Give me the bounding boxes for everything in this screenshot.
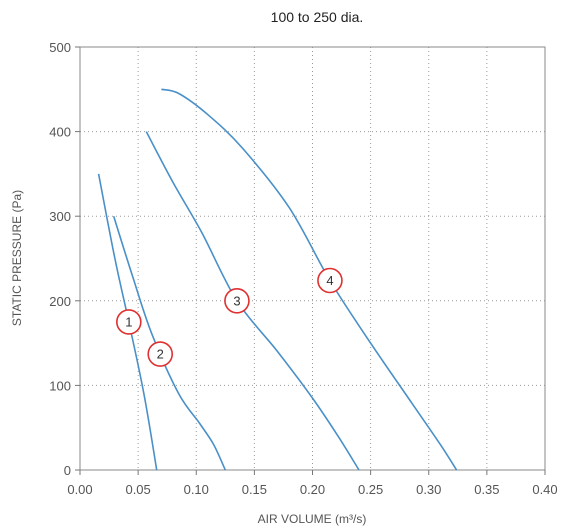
- x-tick-label: 0.15: [242, 482, 267, 497]
- x-tick-label: 0.40: [532, 482, 557, 497]
- x-tick-label: 0.00: [67, 482, 92, 497]
- curve-number-label: 2: [157, 347, 164, 362]
- chart-title: 100 to 250 dia.: [271, 9, 364, 25]
- series: 1 2 3 4: [97, 88, 458, 471]
- curve-number-label: 1: [125, 314, 132, 329]
- x-tick-label: 0.35: [474, 482, 499, 497]
- y-tick-label: 300: [49, 209, 71, 224]
- curve-line: [112, 215, 227, 471]
- curve-marker: [317, 267, 343, 294]
- y-tick-label: 400: [49, 125, 71, 140]
- curve-number-label: 4: [326, 273, 333, 288]
- y-tick-label: 100: [49, 378, 71, 393]
- y-tick-label: 0: [64, 463, 71, 478]
- curve-number-label: 3: [233, 293, 240, 308]
- curve-marker: [224, 287, 250, 314]
- y-tick-label: 200: [49, 294, 71, 309]
- curve-marker: [147, 341, 174, 367]
- series-curve-2: 2: [112, 215, 227, 471]
- series-curve-3: 3: [145, 131, 360, 471]
- x-tick-label: 0.30: [416, 482, 441, 497]
- curve-line: [145, 131, 360, 471]
- axis-ticks: 0.00 0.05 0.10 0.15 0.20 0.25 0.30 0.35 0.40 0 100…: [49, 40, 557, 497]
- x-tick-label: 0.25: [358, 482, 383, 497]
- x-tick-label: 0.20: [300, 482, 325, 497]
- series-curve-4: 4: [161, 88, 458, 471]
- grid: [80, 47, 545, 470]
- series-curve-1: 1: [97, 173, 158, 471]
- curve-line: [161, 88, 458, 471]
- x-tick-label: 0.05: [125, 482, 150, 497]
- x-axis-label: AIR VOLUME (m³/s): [258, 512, 367, 526]
- y-axis-label: STATIC PRESSURE (Pa): [10, 190, 24, 326]
- plot-frame: [79, 46, 546, 471]
- x-tick-label: 0.10: [184, 482, 209, 497]
- curve-marker: [116, 309, 142, 335]
- y-tick-label: 500: [49, 40, 71, 55]
